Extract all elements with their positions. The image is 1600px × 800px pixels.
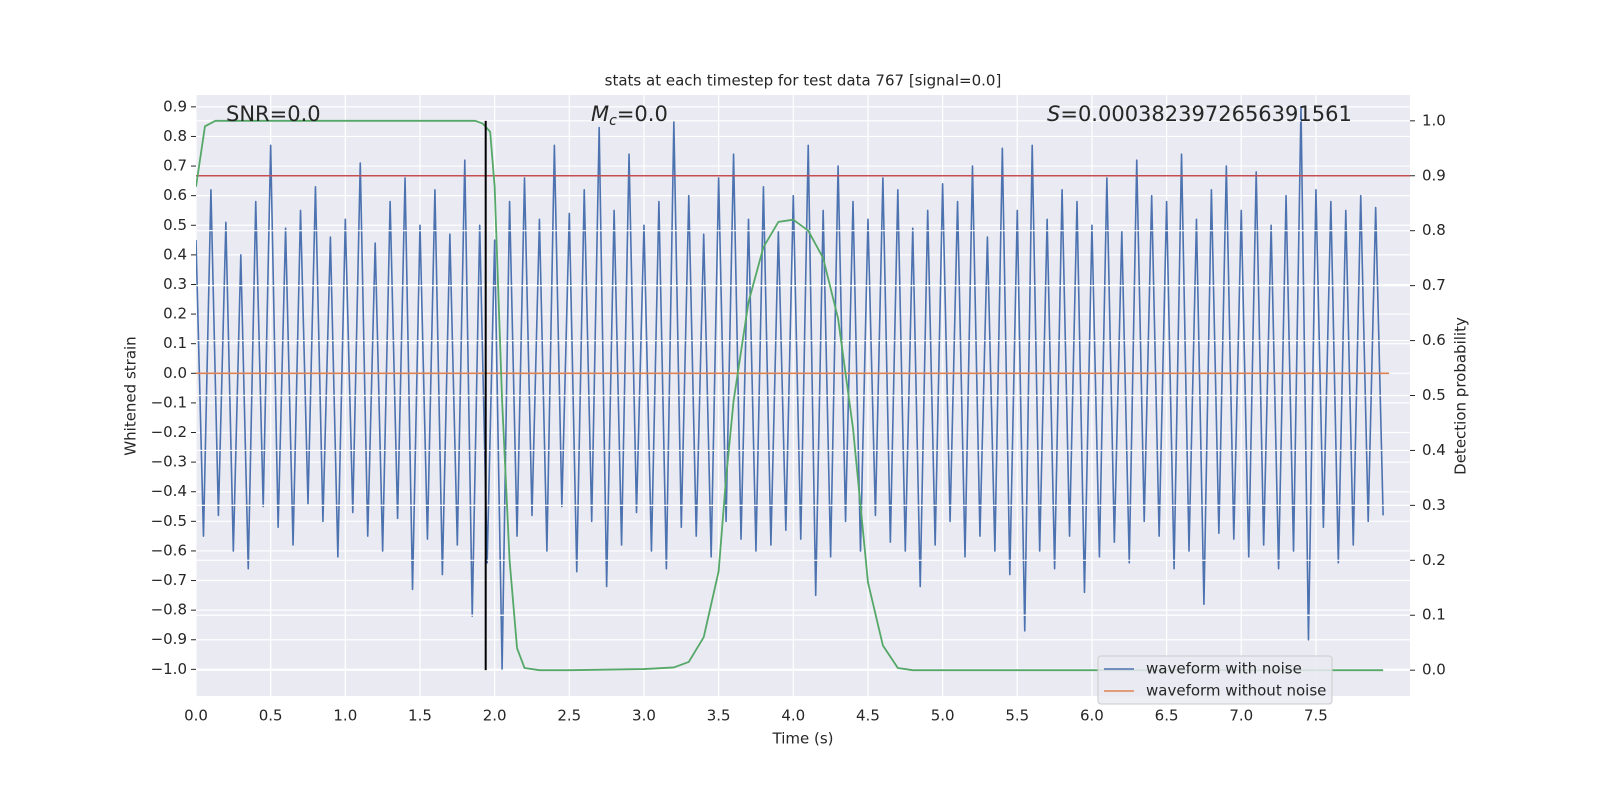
y2-tick-label: 0.2 (1422, 551, 1446, 569)
x-tick-label: 7.0 (1229, 707, 1253, 725)
x-tick-label: 1.0 (333, 707, 357, 725)
y2-tick-label: 0.4 (1422, 441, 1446, 459)
y-tick-label: −0.6 (151, 541, 187, 559)
y-tick-label: 0.3 (163, 275, 187, 293)
x-tick-label: 0.0 (184, 707, 208, 725)
x-axis-label: Time (s) (772, 730, 834, 748)
x-tick-label: 1.5 (408, 707, 432, 725)
x-tick-label: 6.0 (1080, 707, 1104, 725)
y2-tick-label: 0.6 (1422, 331, 1446, 349)
annotation: S=0.0003823972656391561 (1047, 102, 1352, 126)
y-tick-label: 0.0 (163, 364, 187, 382)
x-tick-label: 0.5 (259, 707, 283, 725)
legend-box (1097, 655, 1333, 705)
y-tick-label: −0.5 (151, 512, 187, 530)
y2-tick-label: 0.8 (1422, 221, 1446, 239)
x-tick-label: 4.5 (856, 707, 880, 725)
legend-label: waveform with noise (1146, 660, 1302, 678)
y-tick-label: 0.8 (163, 127, 187, 145)
y-tick-label: 0.4 (163, 245, 187, 263)
x-tick-label: 5.0 (931, 707, 955, 725)
x-tick-label: 7.5 (1304, 707, 1328, 725)
y2-tick-label: 0.1 (1422, 606, 1446, 624)
y-tick-label: 0.6 (163, 186, 187, 204)
y-tick-label: 0.1 (163, 334, 187, 352)
probability-line (196, 119, 1384, 672)
y-tick-label: −0.7 (151, 571, 187, 589)
y2-tick-label: 0.9 (1422, 166, 1446, 184)
chart-title: stats at each timestep for test data 767… (605, 72, 1002, 90)
y-tick-label: 0.5 (163, 216, 187, 234)
x-tick-label: 3.5 (707, 707, 731, 725)
y2-tick-label: 1.0 (1422, 111, 1446, 129)
y-tick-label: 0.9 (163, 97, 187, 115)
y-tick-label: −0.3 (151, 453, 187, 471)
annotation: SNR=0.0 (226, 102, 321, 126)
x-tick-label: 5.5 (1005, 707, 1029, 725)
y-tick-label: −0.8 (151, 601, 187, 619)
annotation-text: =0.0 (617, 102, 668, 126)
y2-axis-label: Detection probability (1452, 317, 1470, 475)
y2-tick-label: 0.5 (1422, 386, 1446, 404)
y2-tick-label: 0.3 (1422, 496, 1446, 514)
y-tick-label: 0.7 (163, 157, 187, 175)
y-tick-label: −0.2 (151, 423, 187, 441)
annotation-symbol: S (1047, 102, 1060, 126)
x-tick-label: 2.5 (557, 707, 581, 725)
y-tick-label: −0.1 (151, 393, 187, 411)
x-tick-label: 4.0 (781, 707, 805, 725)
annotation-text: =0.0003823972656391561 (1060, 102, 1352, 126)
annotation-subscript: c (609, 113, 617, 129)
legend-label: waveform without noise (1146, 682, 1326, 700)
series-line (196, 106, 1384, 671)
annotation-text: SNR=0.0 (226, 102, 321, 126)
x-tick-label: 6.5 (1155, 707, 1179, 725)
y2-tick-label: 0.0 (1422, 661, 1446, 679)
y-tick-label: −0.9 (151, 630, 187, 648)
y-tick-label: −0.4 (151, 482, 187, 500)
y2-tick-label: 0.7 (1422, 276, 1446, 294)
y-tick-label: 0.2 (163, 305, 187, 323)
x-tick-label: 3.0 (632, 707, 656, 725)
x-tick-label: 2.0 (483, 707, 507, 725)
y-tick-label: −1.0 (151, 660, 187, 678)
annotation: Mc=0.0 (591, 102, 668, 129)
annotation-symbol: M (591, 102, 609, 126)
y-axis-label: Whitened strain (122, 336, 140, 455)
